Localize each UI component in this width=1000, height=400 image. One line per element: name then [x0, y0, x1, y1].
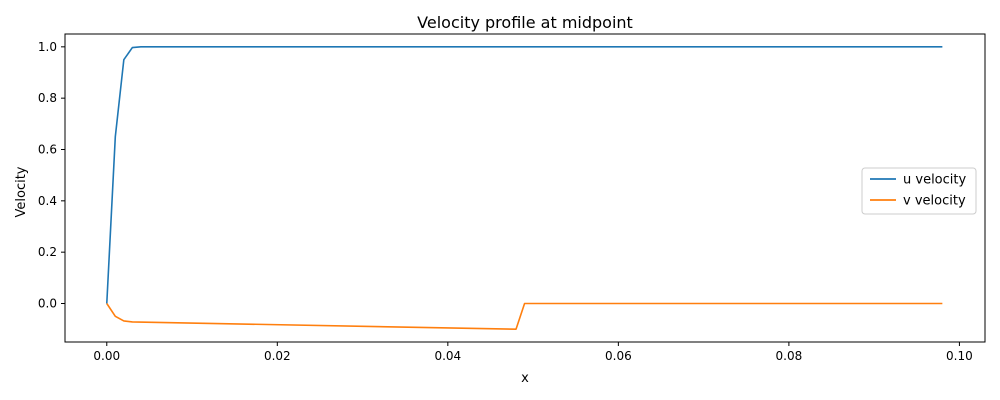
series-line-u-velocity	[105, 46, 943, 304]
x-tick-label: 0.10	[946, 349, 973, 363]
legend: u velocity v velocity	[861, 167, 977, 215]
y-tick-label: 0.8	[38, 91, 57, 105]
x-tick-label: 0.08	[776, 349, 803, 363]
legend-label: v velocity	[903, 194, 966, 209]
plot-area: 0.00 0.02 0.04 0.06 0.08 0.10 0.0 0.2 0.4 0.6 0.8 1…	[38, 33, 986, 363]
plot-frame	[64, 33, 986, 343]
y-tick-label: 0.0	[38, 297, 57, 311]
x-tick-label: 0.06	[605, 349, 632, 363]
x-tick-label: 0.02	[264, 349, 291, 363]
legend-label: u velocity	[903, 173, 966, 188]
y-axis-label: Velocity	[14, 166, 29, 217]
x-axis-label: x	[521, 371, 529, 386]
x-tick-label: 0.04	[434, 349, 461, 363]
y-tick-label: 0.4	[38, 194, 57, 208]
y-tick-label: 1.0	[38, 40, 57, 54]
y-tick-label: 0.6	[38, 143, 57, 157]
chart-title: Velocity profile at midpoint	[417, 13, 633, 32]
y-tick-label: 0.2	[38, 245, 57, 259]
x-tick-label: 0.00	[93, 349, 120, 363]
series-line-v-velocity	[106, 302, 943, 330]
